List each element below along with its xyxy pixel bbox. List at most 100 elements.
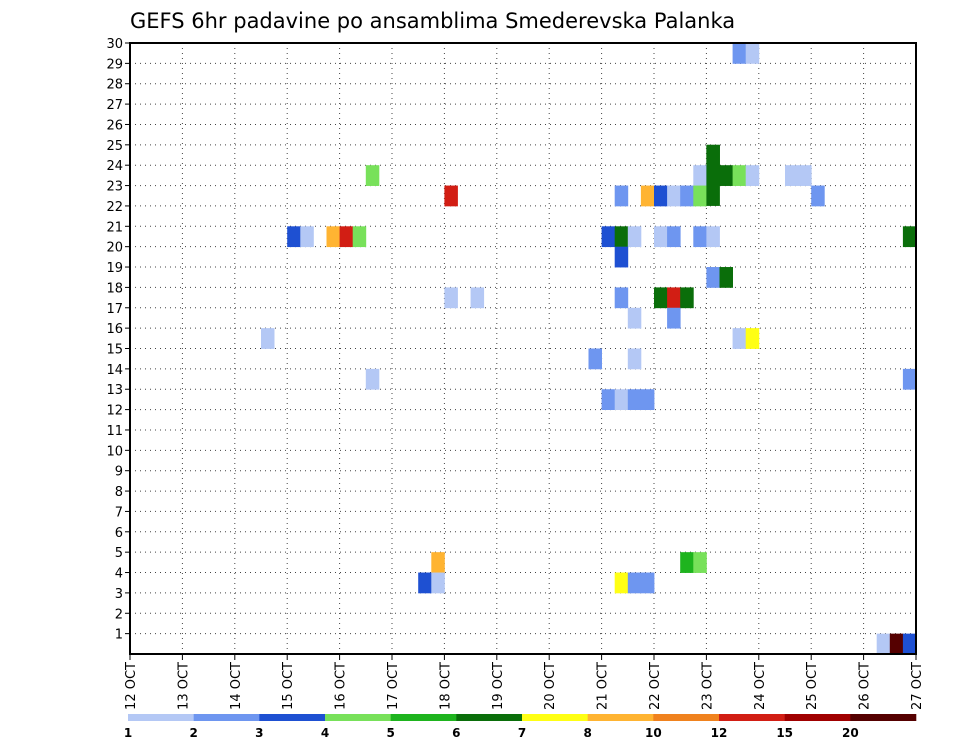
ensemble-cell (785, 165, 799, 186)
ensemble-cell (654, 226, 668, 248)
y-tick-label: 28 (106, 78, 123, 93)
ensemble-cell (287, 226, 301, 248)
ensemble-cell (654, 185, 668, 207)
y-tick-label: 5 (115, 546, 123, 561)
plot-frame (129, 42, 917, 655)
ensemble-cell (889, 633, 904, 655)
legend-label: 1 (124, 726, 132, 740)
ensemble-cell (300, 226, 314, 248)
y-tick-label: 12 (106, 404, 123, 419)
y-tick-label: 17 (106, 302, 123, 317)
x-tick-label: 19 OCT (491, 662, 506, 710)
ensemble-cell (706, 226, 720, 248)
ensemble-cell (732, 328, 747, 349)
y-tick-label: 1 (115, 628, 123, 643)
y-tick-label: 10 (106, 444, 123, 459)
y-tick-label: 15 (106, 343, 123, 358)
ensemble-cell (798, 165, 812, 186)
ensemble-cell (431, 572, 445, 594)
y-tick-label: 9 (115, 465, 123, 480)
ensemble-cell (902, 368, 917, 390)
y-tick-label: 8 (115, 485, 123, 500)
legend-label: 12 (711, 726, 728, 740)
y-tick-label: 19 (106, 261, 123, 276)
y-tick-label: 14 (106, 363, 123, 378)
legend-swatch (522, 714, 588, 721)
legend-swatch (325, 714, 391, 721)
ensemble-cell (614, 185, 629, 207)
x-tick-label: 20 OCT (543, 662, 558, 710)
legend-swatch (850, 714, 917, 721)
y-tick-label: 11 (106, 424, 123, 439)
ensemble-cell (444, 287, 458, 309)
x-tick-label: 27 OCT (910, 662, 925, 710)
y-tick-label: 24 (106, 159, 123, 174)
x-tick-label: 23 OCT (700, 662, 715, 710)
ensemble-cell (719, 165, 733, 186)
y-tick-label: 18 (106, 281, 123, 296)
y-tick-label: 13 (106, 383, 123, 398)
grid-lines (130, 42, 916, 654)
y-tick-label: 22 (106, 200, 123, 215)
legend-label: 8 (583, 726, 591, 740)
ensemble-cell (444, 185, 458, 207)
ensemble-cell (732, 165, 747, 186)
x-tick-label: 24 OCT (753, 662, 768, 710)
y-tick-label: 2 (115, 607, 123, 622)
ensemble-cell (614, 287, 629, 309)
ensemble-cell (326, 226, 340, 248)
y-tick-label: 3 (115, 587, 123, 602)
ensemble-cell (667, 185, 681, 207)
ensemble-cell (588, 348, 602, 370)
ensemble-cells (261, 43, 917, 655)
legend-label: 20 (842, 726, 859, 740)
ensemble-cell (614, 246, 629, 268)
legend-label: 6 (452, 726, 460, 740)
ensemble-cell (640, 185, 655, 207)
ensemble-cell (654, 287, 668, 309)
x-tick-label: 15 OCT (281, 662, 296, 710)
legend-swatch (784, 714, 851, 721)
y-tick-label: 16 (106, 322, 123, 337)
y-tick-label: 4 (115, 567, 123, 582)
ensemble-cell (667, 307, 681, 329)
x-tick-label: 25 OCT (805, 662, 820, 710)
legend-label: 15 (776, 726, 793, 740)
y-axis-ticks: 1234567891011121314151617181920212223242… (106, 37, 130, 643)
x-tick-label: 13 OCT (176, 662, 191, 710)
ensemble-cell (811, 185, 825, 207)
y-tick-label: 6 (115, 526, 123, 541)
x-tick-label: 14 OCT (229, 662, 244, 710)
y-tick-label: 29 (106, 57, 123, 72)
ensemble-cell (601, 226, 616, 248)
y-tick-label: 26 (106, 118, 123, 133)
x-tick-label: 16 OCT (334, 662, 349, 710)
legend-swatch (587, 714, 654, 721)
ensemble-cell (627, 226, 642, 248)
y-tick-label: 23 (106, 180, 123, 195)
ensemble-cell (902, 226, 917, 248)
ensemble-cell (614, 389, 629, 410)
ensemble-cell (627, 307, 642, 329)
ensemble-cell (706, 144, 720, 206)
x-tick-label: 26 OCT (858, 662, 873, 710)
legend-swatch (719, 714, 785, 721)
legend-swatch (128, 714, 194, 721)
legend-label: 5 (386, 726, 394, 740)
ensemble-cell (339, 226, 354, 248)
y-tick-label: 30 (106, 37, 123, 52)
ensemble-cell (745, 328, 760, 349)
x-tick-label: 22 OCT (648, 662, 663, 710)
y-tick-label: 25 (106, 139, 123, 154)
ensemble-cell (627, 572, 642, 594)
legend-swatch (390, 714, 457, 721)
ensemble-cell (693, 226, 707, 248)
ensemble-cell (418, 572, 432, 594)
ensemble-cell (693, 185, 707, 207)
legend-label: 3 (255, 726, 263, 740)
ensemble-cell (693, 552, 707, 573)
legend-swatch (259, 714, 326, 721)
ensemble-cell (745, 165, 760, 186)
ensemble-cell (667, 287, 681, 309)
ensemble-cell (431, 552, 445, 573)
